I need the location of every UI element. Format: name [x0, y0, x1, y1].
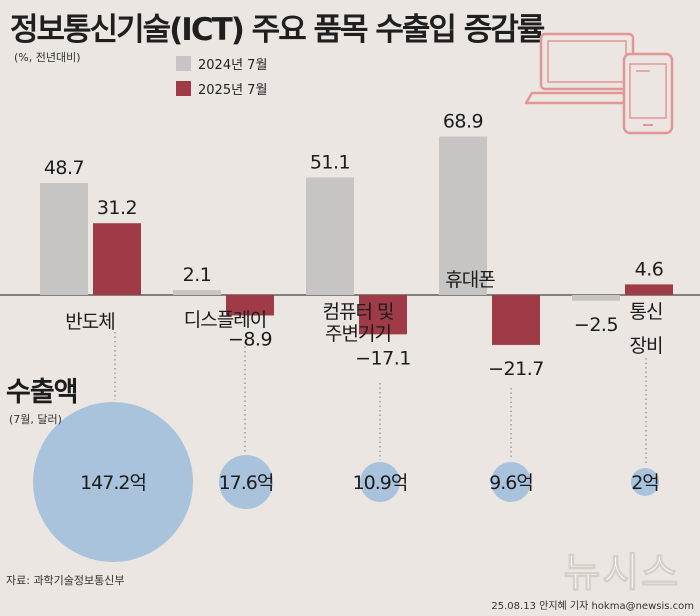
bar-2024-1 — [173, 290, 221, 295]
export-label-3: 9.6억 — [489, 472, 533, 494]
value-label-2024-0: 48.7 — [44, 157, 84, 179]
bar-2025-0 — [93, 223, 141, 295]
laptop-and-tablet-icon — [524, 32, 674, 135]
legend-item-2025: 2025년 7월 — [176, 79, 267, 98]
bar-2025-4 — [625, 284, 673, 295]
bar-2025-1 — [226, 295, 274, 316]
export-label-0: 147.2억 — [80, 472, 146, 494]
export-bubble-2 — [360, 462, 400, 502]
value-label-2025-0: 31.2 — [97, 197, 137, 219]
export-label-4: 2억 — [631, 472, 659, 494]
category-label-4-line-1: 장비 — [630, 335, 663, 357]
legend-swatch-2024 — [176, 56, 191, 71]
export-unit: (7월, 달러) — [9, 413, 62, 426]
category-label-3: 휴대폰 — [445, 269, 495, 291]
value-label-2025-4: 4.6 — [635, 258, 664, 280]
value-label-2024-3: 68.9 — [443, 111, 483, 133]
legend-item-2024: 2024년 7월 — [176, 54, 267, 73]
export-section-title: 수출액 — [6, 377, 79, 408]
category-label-4-line-0: 통신 — [630, 301, 663, 323]
export-bubble-4 — [631, 468, 659, 496]
category-label-0: 반도체 — [65, 311, 114, 333]
export-bubble-3 — [491, 462, 531, 502]
bar-2025-3 — [492, 295, 540, 345]
value-label-2024-4: −2.5 — [574, 314, 618, 336]
export-label-2: 10.9억 — [353, 472, 408, 494]
bar-2024-2 — [306, 177, 354, 295]
credit-note: 25.08.13 안지혜 기자 hokma@newsis.com — [491, 601, 694, 612]
legend-label-2024: 2024년 7월 — [198, 58, 268, 73]
export-label-1: 17.6억 — [219, 472, 274, 494]
category-label-1: 디스플레이 — [184, 309, 266, 331]
bar-2024-4 — [572, 295, 620, 301]
source-note: 자료: 과학기술정보통신부 — [6, 574, 125, 587]
chart-title: 정보통신기술(ICT) 주요 품목 수출입 증감률 — [10, 12, 545, 48]
value-label-2024-2: 51.1 — [310, 151, 350, 173]
legend-label-2025: 2025년 7월 — [198, 83, 268, 98]
value-label-2025-1: −8.9 — [228, 328, 272, 350]
bar-2024-3 — [439, 136, 487, 295]
value-label-2025-3: −21.7 — [488, 358, 544, 380]
category-label-2-line-1: 주변기기 — [325, 323, 391, 345]
value-label-2024-1: 2.1 — [183, 264, 212, 286]
watermark-logo: 뉴시스 — [563, 550, 680, 597]
export-bubble-1 — [219, 455, 273, 509]
legend-swatch-2025 — [176, 81, 191, 96]
value-label-2025-2: −17.1 — [355, 347, 411, 369]
bar-2025-2 — [359, 295, 407, 335]
bar-2024-0 — [40, 182, 88, 295]
chart-unit: (%, 전년대비) — [14, 51, 81, 64]
category-label-2-line-0: 컴퓨터 및 — [323, 301, 394, 323]
export-bubble-0 — [33, 402, 193, 562]
